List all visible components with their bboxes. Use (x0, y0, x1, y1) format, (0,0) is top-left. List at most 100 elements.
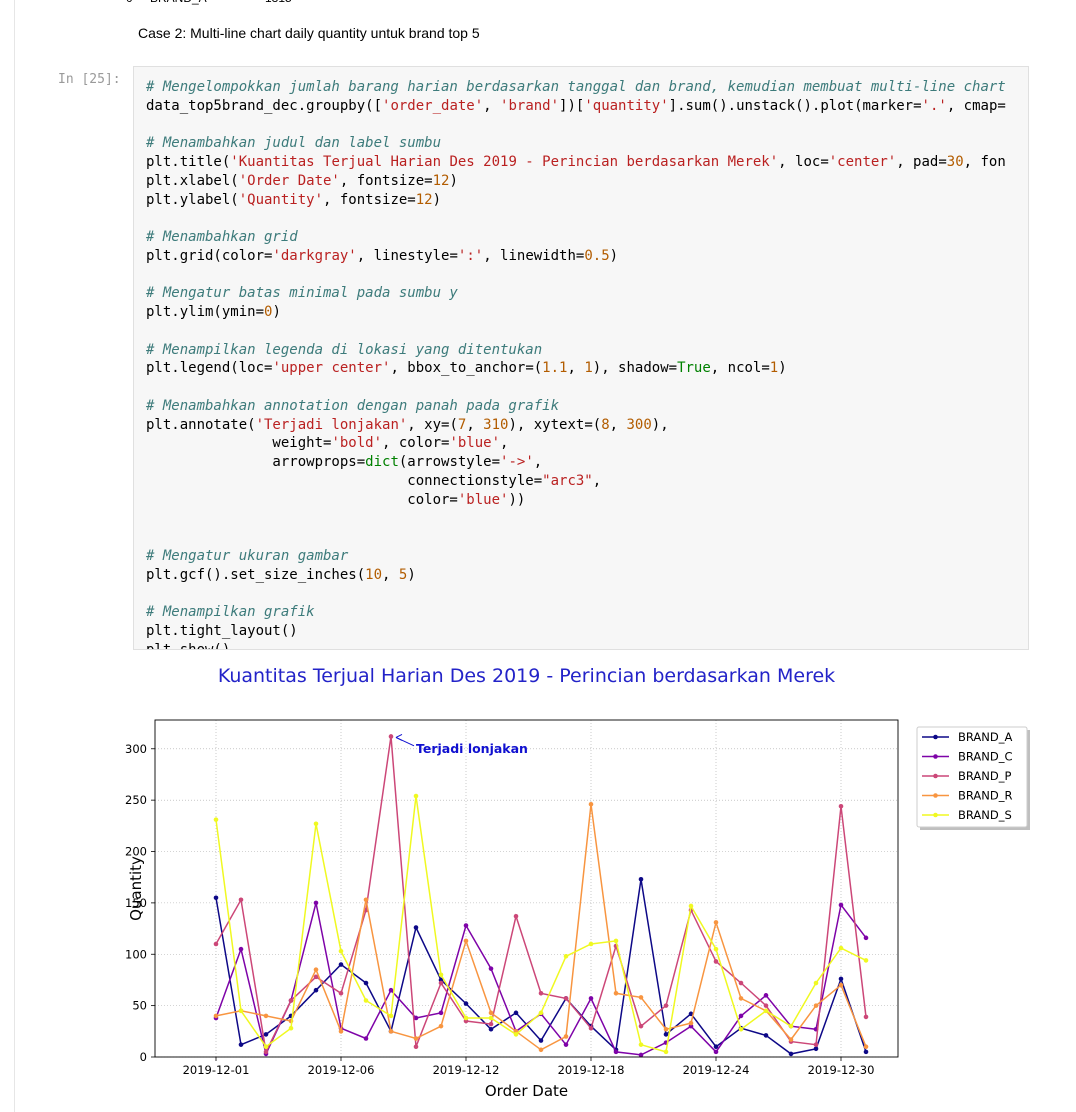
y-axis-label: Quantity (127, 856, 145, 921)
point-marker (338, 962, 344, 967)
point-marker (588, 1025, 594, 1031)
point-marker (588, 801, 594, 807)
point-marker (863, 958, 869, 963)
code-line: plt.ylabel('Quantity', fontsize=12) (146, 191, 442, 208)
y-tick-label: 250 (125, 793, 147, 807)
point-marker (413, 1044, 419, 1050)
point-marker (438, 972, 444, 978)
point-marker (463, 923, 469, 928)
output-cell: BRAND_A (150, 0, 207, 5)
point-marker (488, 966, 494, 971)
point-marker (388, 1029, 394, 1034)
code-block: # Menambahkan annotation dengan panah pa… (146, 397, 1028, 510)
code-cell[interactable]: # Mengelompokkan jumlah barang harian be… (133, 66, 1029, 650)
point-marker (388, 1013, 394, 1019)
point-marker (388, 734, 394, 739)
point-marker (763, 1003, 769, 1008)
code-block: # Menampilkan legenda di lokasi yang dit… (146, 341, 1028, 379)
point-marker (838, 976, 844, 982)
point-marker (488, 1021, 494, 1027)
point-marker (413, 793, 419, 799)
point-marker (863, 935, 869, 941)
y-tick-label: 100 (125, 947, 147, 961)
point-marker (713, 920, 719, 925)
x-tick-label: 2019-12-18 (558, 1063, 625, 1077)
point-marker (338, 1029, 344, 1034)
point-marker (813, 1046, 819, 1052)
point-marker (838, 902, 844, 908)
code-line: # Mengatur batas minimal pada sumbu y (146, 285, 458, 302)
point-marker (338, 990, 344, 996)
point-marker (788, 1037, 794, 1042)
legend-label: BRAND_R (958, 789, 1012, 803)
point-marker (638, 1023, 644, 1029)
point-marker (313, 900, 319, 906)
code-block: # Mengelompokkan jumlah barang harian be… (146, 78, 1028, 116)
code-line: plt.legend(loc='upper center', bbox_to_a… (146, 360, 787, 377)
point-marker (238, 897, 244, 903)
code-line: plt.title('Kuantitas Terjual Harian Des … (146, 154, 1006, 170)
legend-label: BRAND_P (958, 769, 1011, 783)
code-line: plt.ylim(ymin=0) (146, 304, 281, 320)
point-marker (338, 948, 344, 954)
code-line: # Menambahkan annotation dengan panah pa… (146, 397, 560, 414)
point-marker (613, 990, 619, 996)
point-marker (213, 817, 219, 822)
point-marker (688, 903, 694, 909)
point-marker (863, 1049, 869, 1055)
y-tick-label: 200 (125, 845, 147, 859)
point-marker (438, 980, 444, 986)
point-marker (388, 987, 394, 993)
point-marker (438, 1010, 444, 1016)
point-marker (763, 1008, 769, 1014)
point-marker (288, 1025, 294, 1031)
point-marker (838, 945, 844, 951)
chart: Kuantitas Terjual Harian Des 2019 - Peri… (125, 665, 1030, 1100)
point-marker (663, 1003, 669, 1008)
point-marker (513, 1010, 519, 1016)
point-marker (463, 1015, 469, 1021)
plot-frame (154, 719, 899, 1058)
point-marker (738, 1026, 744, 1032)
point-marker (638, 876, 644, 882)
legend-label: BRAND_C (958, 750, 1013, 764)
point-marker (313, 974, 319, 980)
point-marker (363, 897, 369, 903)
point-marker (213, 895, 219, 901)
code-line: data_top5brand_dec.groupby(['order_date'… (146, 97, 1006, 114)
code-line: # Mengelompokkan jumlah barang harian be… (146, 79, 1006, 95)
annotation-text: Terjadi lonjakan (416, 741, 528, 756)
code-line: # Mengatur ukuran gambar (146, 547, 349, 564)
point-marker (263, 1044, 269, 1050)
point-marker (313, 967, 319, 972)
point-marker (813, 1003, 819, 1008)
point-marker (513, 913, 519, 919)
point-marker (738, 980, 744, 986)
point-marker (688, 1020, 694, 1026)
code-line: color='blue')) (146, 491, 526, 508)
legend-label: BRAND_A (958, 730, 1012, 744)
point-marker (763, 993, 769, 998)
point-marker (363, 1036, 369, 1041)
series-line (215, 736, 867, 1055)
point-marker (838, 982, 844, 988)
legend-box (916, 726, 1028, 828)
point-marker (363, 998, 369, 1003)
point-marker (213, 941, 219, 947)
legend-marker (933, 812, 938, 818)
point-marker (663, 1032, 669, 1037)
point-marker (363, 980, 369, 986)
code-line: plt.gcf().set_size_inches(10, 5) (146, 566, 416, 583)
point-marker (688, 1011, 694, 1017)
point-marker (413, 1036, 419, 1041)
point-marker (563, 996, 569, 1001)
point-marker (488, 1015, 494, 1021)
code-line: plt.tight_layout() (146, 622, 298, 639)
x-tick-label: 2019-12-06 (308, 1063, 375, 1077)
point-marker (238, 1042, 244, 1047)
code-line: plt.annotate('Terjadi lonjakan', xy=(7, … (146, 416, 669, 433)
legend-marker (933, 773, 938, 779)
y-tick-label: 50 (132, 999, 147, 1013)
x-tick-label: 2019-12-24 (683, 1063, 750, 1077)
